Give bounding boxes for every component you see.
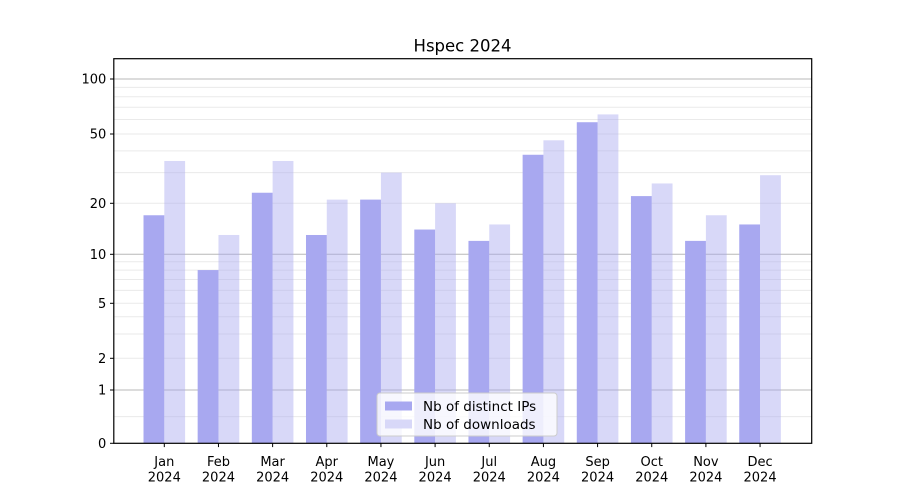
y-tick-label-0: 0 <box>98 437 106 452</box>
bar-nov-distinct-ips <box>685 240 706 444</box>
x-tick-label-feb: Feb <box>207 455 230 470</box>
y-tick-label-50: 50 <box>90 128 107 143</box>
x-tick-label-apr: Apr <box>316 455 339 470</box>
x-tick-label-year-nov: 2024 <box>689 471 722 486</box>
x-tick-label-year-jul: 2024 <box>473 471 506 486</box>
bar-may-distinct-ips <box>360 199 381 444</box>
x-tick-label-year-may: 2024 <box>364 471 397 486</box>
legend-box <box>376 392 558 437</box>
legend-swatch-downloads <box>385 419 412 429</box>
bar-jan-downloads <box>164 160 186 444</box>
bar-oct-distinct-ips <box>630 196 652 444</box>
bar-jul-downloads <box>489 224 511 444</box>
y-tick-label-2: 2 <box>98 352 106 367</box>
gridlines-minor <box>113 86 812 418</box>
x-tick-label-dec: Dec <box>747 455 772 470</box>
bar-nov-downloads <box>705 215 727 444</box>
x-tick-label-aug: Aug <box>531 455 556 470</box>
bar-aug-distinct-ips <box>522 154 544 444</box>
bar-apr-downloads <box>326 199 348 444</box>
bar-dec-distinct-ips <box>739 224 761 444</box>
y-tick-label-10: 10 <box>90 248 107 263</box>
bar-feb-distinct-ips <box>197 270 219 444</box>
x-tick-label-jan: Jan <box>153 455 174 470</box>
x-tick-label-year-mar: 2024 <box>256 471 289 486</box>
bar-sep-downloads <box>597 114 619 444</box>
x-tick-label-mar: Mar <box>260 455 285 470</box>
y-tick-label-20: 20 <box>90 197 107 212</box>
x-tick-label-year-jun: 2024 <box>419 471 452 486</box>
y-tick-label-5: 5 <box>98 297 106 312</box>
x-tick-label-year-apr: 2024 <box>310 471 343 486</box>
x-tick-label-year-dec: 2024 <box>744 471 777 486</box>
x-tick-label-year-jan: 2024 <box>148 471 181 486</box>
x-tick-label-jul: Jul <box>480 455 497 470</box>
bar-sep-distinct-ips <box>576 122 598 444</box>
bar-oct-downloads <box>651 183 673 444</box>
x-tick-label-nov: Nov <box>693 455 719 470</box>
bar-feb-downloads <box>218 234 240 444</box>
bar-aug-downloads <box>543 140 565 444</box>
x-tick-label-jun: Jun <box>424 455 445 470</box>
y-tick-label-1: 1 <box>98 384 106 399</box>
x-tick-label-year-aug: 2024 <box>527 471 560 486</box>
x-tick-label-oct: Oct <box>640 455 662 470</box>
legend-swatch-distinct-ips <box>385 401 412 411</box>
bar-jan-distinct-ips <box>143 215 165 444</box>
bar-jun-downloads <box>435 203 456 444</box>
plot-border <box>113 58 813 444</box>
bar-apr-distinct-ips <box>305 234 327 444</box>
bar-dec-downloads <box>760 175 781 444</box>
x-tick-label-sep: Sep <box>585 455 610 470</box>
bar-mar-downloads <box>272 160 294 444</box>
legend-label-distinct-ips: Nb of distinct IPs <box>423 399 536 415</box>
bar-mar-distinct-ips <box>251 192 273 444</box>
axes: 1005020105210Jan2024Feb2024Mar2024Apr202… <box>81 58 813 486</box>
legend-label-downloads: Nb of downloads <box>423 417 536 433</box>
x-tick-label-may: May <box>367 455 394 470</box>
x-tick-label-year-feb: 2024 <box>202 471 235 486</box>
y-tick-label-100: 100 <box>81 73 106 88</box>
legend: Nb of distinct IPs Nb of downloads <box>376 392 558 437</box>
x-tick-label-year-sep: 2024 <box>581 471 614 486</box>
bar-may-downloads <box>380 172 402 444</box>
chart-title: Hspec 2024 <box>414 37 512 56</box>
bar-jun-distinct-ips <box>414 229 436 444</box>
bars <box>143 114 781 444</box>
x-tick-label-year-oct: 2024 <box>635 471 668 486</box>
